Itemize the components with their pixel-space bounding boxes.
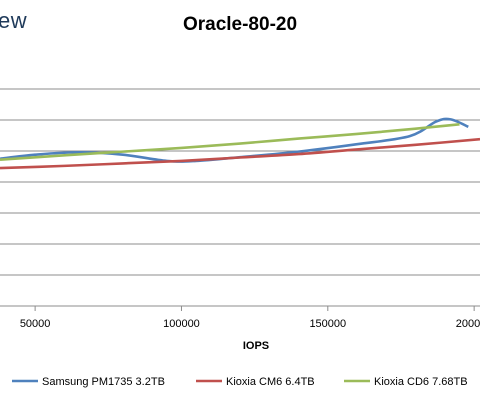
gridlines xyxy=(0,88,480,307)
legend-label: Kioxia CM6 6.4TB xyxy=(226,376,315,388)
x-tick-label: 200000 xyxy=(456,318,480,330)
legend: Samsung PM1735 3.2TB Kioxia CM6 6.4TB Kiox… xyxy=(12,376,468,388)
x-tick-label: 100000 xyxy=(163,318,200,330)
series-lines xyxy=(0,117,480,170)
x-tick-label: 50000 xyxy=(20,318,51,330)
legend-label: Kioxia CD6 7.68TB xyxy=(374,376,468,388)
series-line xyxy=(0,123,460,161)
brand-logo-text: ew xyxy=(0,8,28,33)
chart-title: Oracle-80-20 xyxy=(182,14,298,35)
series-line xyxy=(0,137,480,170)
x-axis-ticks: 50000 100000 150000 200000 xyxy=(20,306,480,330)
x-tick-label: 150000 xyxy=(309,318,346,330)
legend-label: Samsung PM1735 3.2TB xyxy=(42,376,165,388)
x-axis-label: IOPS xyxy=(243,340,269,352)
